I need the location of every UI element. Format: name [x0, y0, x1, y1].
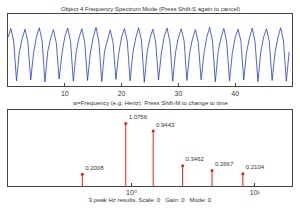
svg-text:0.2008: 0.2008 [85, 165, 104, 171]
svg-text:0.3462: 0.3462 [186, 156, 205, 162]
svg-text:10¹: 10¹ [250, 189, 261, 196]
svg-text:w=Frequency (e.g. Hertz). Pres: w=Frequency (e.g. Hertz). Press Shift-M … [72, 100, 229, 106]
svg-text:20: 20 [118, 90, 126, 97]
svg-text:3 peak Hz results. Scale: 0: 3 peak Hz results. Scale: 0 Gain: 0 Mode… [89, 197, 212, 203]
svg-text:0.2104: 0.2104 [246, 164, 265, 170]
svg-text:0.2667: 0.2667 [215, 161, 234, 167]
svg-text:30: 30 [175, 90, 183, 97]
svg-text:Object 4 Frequency Spectrum Mo: Object 4 Frequency Spectrum Mode (Press … [61, 6, 240, 12]
svg-text:0.9443: 0.9443 [156, 122, 175, 128]
svg-text:40: 40 [231, 90, 239, 97]
svg-text:10⁰: 10⁰ [126, 189, 137, 196]
svg-text:10: 10 [61, 90, 69, 97]
svg-text:1.0756: 1.0756 [129, 114, 148, 120]
